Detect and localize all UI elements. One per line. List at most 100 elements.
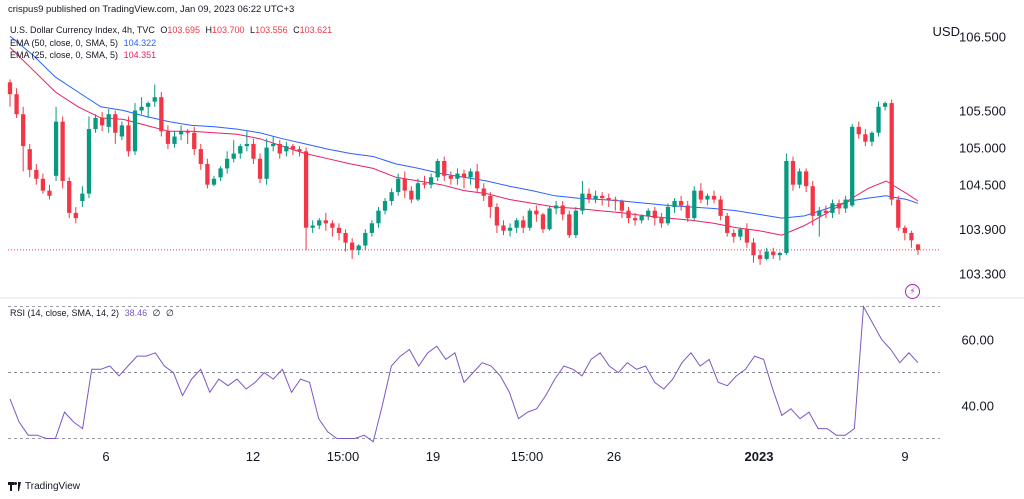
rsi-value: 38.46 xyxy=(124,308,148,318)
candle xyxy=(646,208,651,221)
candle-body xyxy=(619,201,625,211)
candle-body xyxy=(830,203,835,213)
candle xyxy=(521,215,526,233)
candle-body xyxy=(823,210,829,213)
candle xyxy=(889,99,894,206)
candle-body xyxy=(580,193,585,211)
candle-body xyxy=(843,199,848,209)
candle-body xyxy=(271,143,276,147)
candle-body xyxy=(244,143,250,147)
candle-body xyxy=(323,220,328,224)
candle-body xyxy=(330,223,335,228)
tradingview-logo-icon xyxy=(8,482,21,491)
candle-body xyxy=(409,190,414,200)
candle-body xyxy=(777,252,782,256)
candle xyxy=(507,223,513,237)
candle xyxy=(132,103,138,156)
candle xyxy=(402,171,407,199)
candle xyxy=(843,195,848,213)
candle xyxy=(527,208,532,231)
flash-icon[interactable]: ⚡ xyxy=(905,284,920,299)
candle-body xyxy=(165,131,171,144)
candle xyxy=(698,183,704,204)
candle-body xyxy=(718,199,723,216)
candle xyxy=(435,158,440,181)
rsi-pane[interactable] xyxy=(8,304,940,443)
candle-body xyxy=(113,114,118,133)
candle xyxy=(534,205,539,222)
candle-body xyxy=(869,132,875,142)
candle-body xyxy=(646,210,651,216)
candle xyxy=(442,156,447,181)
time-tick-label: 19 xyxy=(426,449,440,464)
candle xyxy=(99,112,105,132)
candle xyxy=(823,205,829,219)
candle xyxy=(738,227,743,241)
candle-body xyxy=(139,106,144,111)
candle-body xyxy=(422,183,427,185)
candle xyxy=(488,192,493,219)
candle xyxy=(198,143,203,170)
candle-body xyxy=(126,125,131,152)
candle-body xyxy=(632,218,638,221)
candle-body xyxy=(396,178,401,193)
candle-body xyxy=(172,136,177,144)
candle-body xyxy=(896,199,901,228)
candle-body xyxy=(205,163,210,185)
candle xyxy=(363,229,368,250)
candle xyxy=(152,84,157,107)
candle-body xyxy=(119,125,124,137)
candle xyxy=(731,229,736,243)
candle xyxy=(165,125,171,150)
candle-body xyxy=(757,255,763,259)
candle xyxy=(672,198,677,213)
candle xyxy=(619,199,625,219)
price-tick-label: 103.300 xyxy=(959,267,1006,282)
candle xyxy=(53,106,59,181)
candle-body xyxy=(540,214,546,230)
candle-body xyxy=(613,199,618,202)
tradingview-brand[interactable]: TradingView xyxy=(8,481,80,492)
candle-body xyxy=(856,126,861,135)
candle xyxy=(119,121,124,141)
candle xyxy=(277,140,282,159)
candle xyxy=(876,101,881,137)
time-tick-label: 12 xyxy=(246,449,260,464)
candle-body xyxy=(705,195,710,200)
symbol-legend[interactable]: U.S. Dollar Currency Index, 4h, TVC O103… xyxy=(10,25,335,35)
candle-body xyxy=(744,229,750,243)
candle-body xyxy=(817,210,822,216)
candle-body xyxy=(336,227,342,233)
candle-body xyxy=(863,134,868,142)
candle-body xyxy=(277,143,282,154)
candlestick-series[interactable] xyxy=(7,79,921,265)
candle xyxy=(771,247,776,259)
candle xyxy=(475,163,480,193)
candle-body xyxy=(218,168,223,178)
candle-body xyxy=(784,160,789,253)
candle-body xyxy=(350,242,355,250)
ema50-legend[interactable]: EMA (50, close, 0, SMA, 5) 104.322 xyxy=(10,38,159,48)
candle-body xyxy=(290,146,296,150)
candle-body xyxy=(771,251,776,256)
candle-body xyxy=(435,160,440,178)
candle xyxy=(146,101,151,118)
candle xyxy=(850,123,855,207)
candle-body xyxy=(804,171,809,187)
candle-body xyxy=(448,175,453,179)
candle xyxy=(389,188,394,206)
candle-body xyxy=(850,126,855,206)
candle xyxy=(790,156,796,191)
candle xyxy=(725,212,730,237)
ema25-legend[interactable]: EMA (25, close, 0, SMA, 5) 104.351 xyxy=(10,50,159,60)
rsi-legend[interactable]: RSI (14, close, SMA, 14, 2) 38.46 ∅ ∅ xyxy=(10,308,177,319)
candle-body xyxy=(34,169,39,179)
candle xyxy=(678,195,684,211)
time-tick-label: 15:00 xyxy=(511,449,544,464)
candle xyxy=(652,206,657,226)
candle xyxy=(856,121,861,139)
candle xyxy=(159,91,164,137)
candle-body xyxy=(178,131,184,135)
candle-body xyxy=(678,201,684,206)
